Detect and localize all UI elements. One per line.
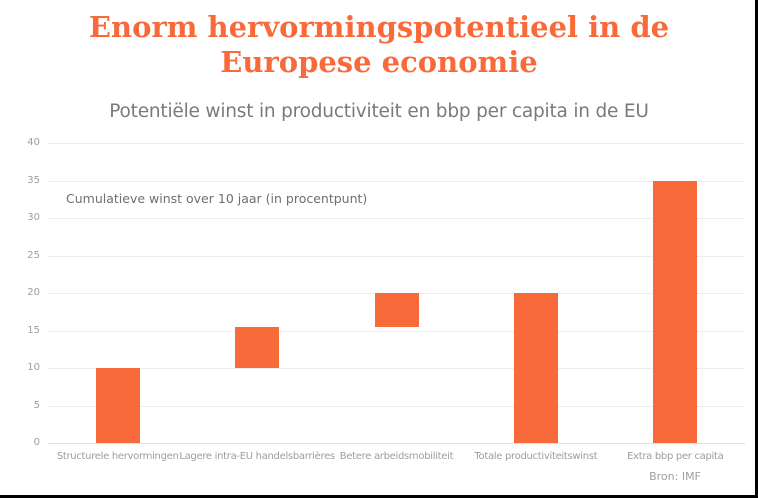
bar-segment (513, 293, 558, 443)
bar-segment (653, 180, 698, 443)
y-tick-label: 30 (27, 212, 40, 223)
y-tick-label: 35 (27, 174, 40, 186)
gridline-5 (48, 405, 745, 407)
x-category-label: Extra bbp per capita (627, 451, 724, 462)
bar-segment (374, 293, 419, 327)
gridline-35 (48, 180, 745, 182)
bar-segment (235, 326, 280, 369)
gridline-0 (48, 443, 745, 444)
bar-segment (95, 368, 140, 443)
x-category-label: Structurele hervormingen (56, 451, 179, 462)
gridline-30 (48, 218, 745, 219)
page-title: Enorm hervormingspotentieel in de Europes… (0, 10, 758, 80)
y-tick-label: 0 (33, 437, 40, 448)
y-tick-label: 25 (27, 249, 40, 261)
x-category-label: Lagere intra-EU handelsbarrières (179, 451, 335, 462)
y-tick-label: 5 (33, 399, 40, 411)
source-note: Bron: IMF (649, 470, 701, 483)
gridline-15 (48, 330, 745, 332)
chart-subtitle: Potentiële winst in productiviteit en bb… (109, 101, 649, 122)
gridline-10 (48, 368, 745, 369)
page-title-line2: Europese economie (220, 45, 538, 79)
chart-annotation: Cumulatieve winst over 10 jaar (in proce… (66, 191, 368, 206)
gridline-25 (48, 255, 745, 257)
y-tick-label: 20 (27, 287, 40, 298)
gridline-40 (48, 143, 745, 144)
y-tick-label: 10 (27, 362, 40, 373)
x-category-label: Totale productiviteitswinst (474, 451, 598, 462)
y-tick-label: 40 (27, 137, 40, 148)
y-tick-label: 15 (27, 324, 40, 336)
x-category-label: Betere arbeidsmobiliteit (339, 451, 454, 462)
page-title-line1: Enorm hervormingspotentieel in de (88, 10, 670, 44)
